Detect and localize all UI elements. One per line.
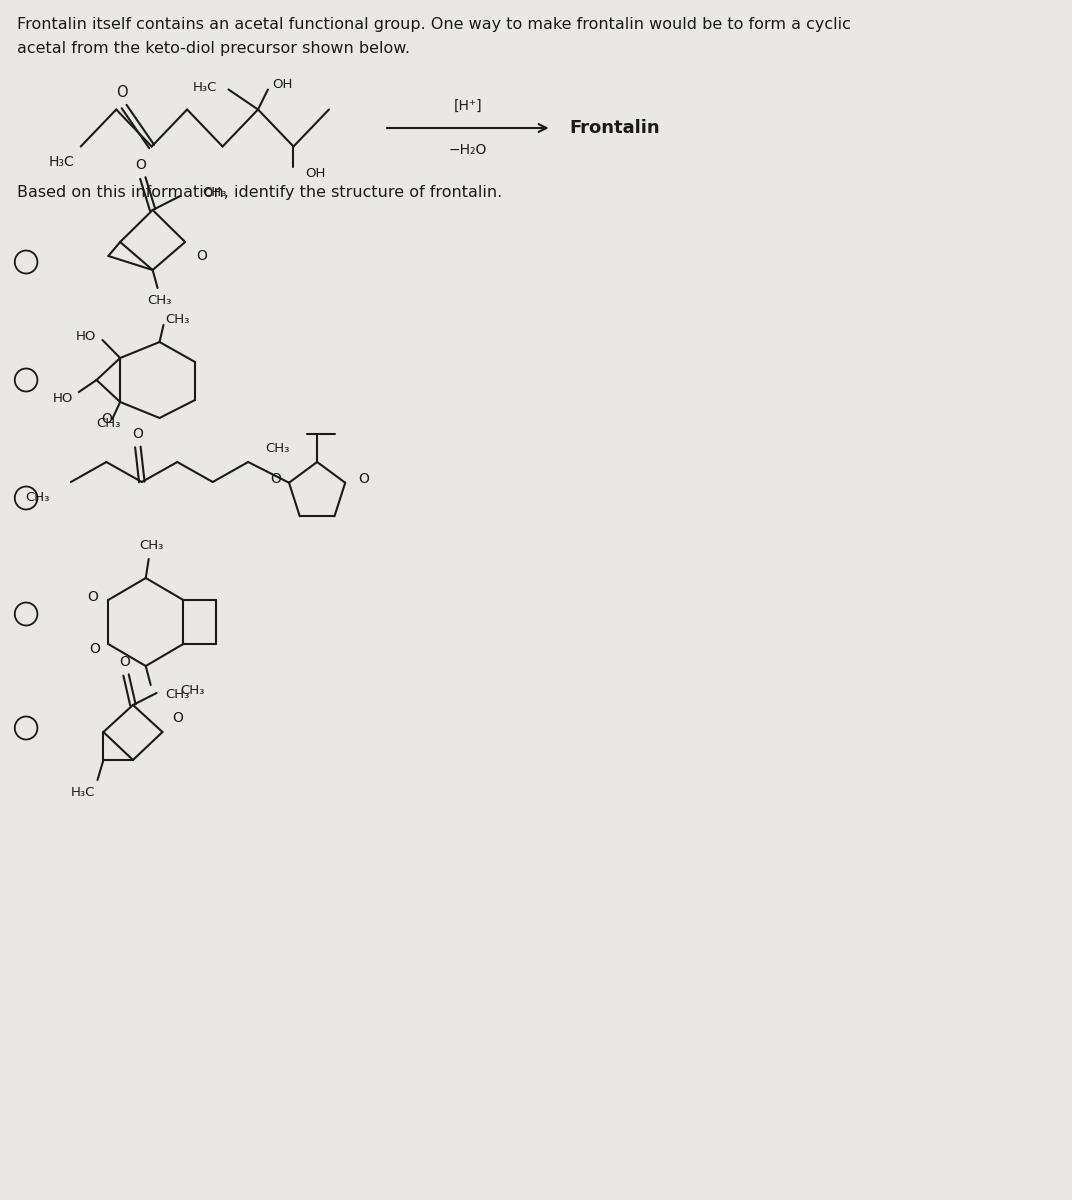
Text: O: O: [196, 248, 207, 263]
Text: H₃C: H₃C: [71, 786, 95, 799]
Text: O: O: [89, 642, 101, 656]
Text: O: O: [102, 412, 113, 426]
Text: Frontalin: Frontalin: [569, 119, 660, 137]
Text: CH₃: CH₃: [165, 313, 190, 326]
Text: O: O: [358, 472, 369, 486]
Text: H₃C: H₃C: [49, 155, 75, 168]
Text: O: O: [120, 655, 131, 670]
Text: HO: HO: [53, 391, 73, 404]
Text: HO: HO: [76, 330, 96, 342]
Text: CH₃: CH₃: [202, 186, 226, 198]
Text: CH₃: CH₃: [139, 540, 164, 552]
Text: CH₃: CH₃: [265, 442, 289, 455]
Text: CH₃: CH₃: [25, 491, 49, 504]
Text: OH: OH: [306, 167, 326, 180]
Text: CH₃: CH₃: [147, 294, 172, 307]
Text: [H⁺]: [H⁺]: [453, 98, 482, 113]
Text: CH₃: CH₃: [96, 418, 120, 431]
Text: acetal from the keto-diol precursor shown below.: acetal from the keto-diol precursor show…: [17, 41, 410, 55]
Text: −H₂O: −H₂O: [448, 143, 487, 157]
Text: O: O: [88, 590, 99, 604]
Text: OH: OH: [272, 78, 293, 91]
Text: H₃C: H₃C: [192, 80, 217, 94]
Text: O: O: [270, 472, 281, 486]
Text: O: O: [133, 427, 144, 442]
Text: Based on this information, identify the structure of frontalin.: Based on this information, identify the …: [17, 185, 502, 199]
Text: Frontalin itself contains an acetal functional group. One way to make frontalin : Frontalin itself contains an acetal func…: [17, 17, 850, 31]
Text: O: O: [135, 158, 146, 172]
Text: CH₃: CH₃: [180, 684, 205, 697]
Text: O: O: [173, 712, 183, 726]
Text: O: O: [116, 85, 128, 100]
Text: CH₃: CH₃: [165, 688, 190, 701]
